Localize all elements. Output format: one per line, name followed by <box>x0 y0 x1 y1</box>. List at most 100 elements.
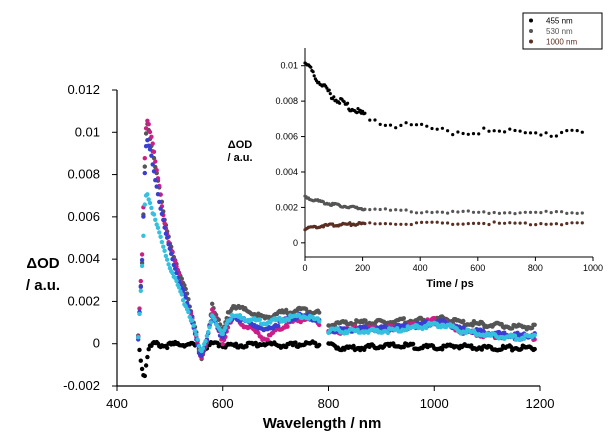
inset-data-point <box>471 221 476 225</box>
inset-data-point <box>446 211 450 215</box>
inset-data-point <box>368 208 372 212</box>
main-data-point <box>147 129 153 135</box>
main-data-point <box>257 317 262 322</box>
main-data-point <box>165 235 170 240</box>
main-data-point <box>317 319 322 324</box>
inset-data-point <box>565 211 569 215</box>
main-data-point <box>210 301 215 306</box>
main-data-point <box>167 246 173 251</box>
inset-data-point <box>394 208 398 212</box>
inset-data-point <box>440 210 444 214</box>
main-data-point <box>145 118 150 124</box>
inset-y-tick-label: 0 <box>293 238 298 248</box>
main-y-tick-label: 0.008 <box>67 167 100 182</box>
main-data-point <box>200 346 206 351</box>
inset-data-point <box>346 101 350 105</box>
main-y-tick-label: -0.002 <box>63 378 100 393</box>
main-data-point <box>317 310 322 315</box>
inset-data-point <box>328 92 332 96</box>
inset-data-point <box>414 221 419 225</box>
main-data-points <box>136 118 537 379</box>
main-data-point <box>146 197 151 202</box>
inset-data-point <box>477 210 481 214</box>
inset-data-point <box>503 130 507 134</box>
inset-data-point <box>312 74 316 78</box>
main-data-point <box>163 231 169 236</box>
main-data-point <box>432 316 437 321</box>
main-data-point <box>204 333 210 339</box>
inset-data-point <box>534 131 538 135</box>
main-data-point <box>143 363 149 368</box>
inset-data-point <box>508 127 512 131</box>
inset-data-point <box>309 65 313 69</box>
inset-data-point <box>544 209 548 213</box>
main-y-tick-label: 0.012 <box>67 82 100 97</box>
inset-data-point <box>482 210 486 214</box>
inset-data-point <box>482 126 486 130</box>
main-data-point <box>285 324 290 329</box>
main-data-point <box>410 341 416 347</box>
main-x-tick-label: 600 <box>212 396 234 411</box>
legend-marker-1000 <box>529 39 533 44</box>
main-data-point <box>223 325 228 330</box>
inset-data-point <box>471 132 476 136</box>
inset-data-point <box>394 126 398 130</box>
main-data-point <box>206 329 211 335</box>
legend-label-455: 455 nm <box>546 17 573 26</box>
inset-data-point <box>539 222 543 226</box>
main-data-point <box>143 131 149 136</box>
inset-data-point <box>388 222 393 226</box>
main-data-point <box>149 134 154 139</box>
main-data-point <box>199 353 204 358</box>
inset-x-axis-label: Time / ps <box>426 278 473 290</box>
inset-data-point <box>554 134 559 138</box>
main-data-point <box>139 366 145 372</box>
inset-data-point <box>363 222 367 226</box>
main-data-point <box>190 318 195 323</box>
main-data-point <box>146 122 151 127</box>
inset-data-point <box>399 123 403 127</box>
inset-data-points <box>303 61 584 232</box>
inset-data-point <box>544 222 548 226</box>
inset-data-point <box>565 129 569 133</box>
main-data-point <box>153 159 158 164</box>
main-data-point <box>401 344 406 350</box>
main-data-point <box>151 149 157 154</box>
main-data-point <box>532 322 537 327</box>
inset-data-point <box>560 210 564 214</box>
main-data-point <box>220 335 225 340</box>
inset-y-tick-label: 0.008 <box>275 96 298 106</box>
main-data-point <box>317 342 322 348</box>
main-data-point <box>141 233 146 238</box>
inset-data-point <box>575 129 579 133</box>
main-data-point <box>521 336 527 341</box>
inset-data-point <box>378 207 382 212</box>
inset-data-point <box>518 221 522 225</box>
main-data-point <box>157 230 162 235</box>
inset-data-point <box>363 111 367 115</box>
main-data-point <box>149 153 154 158</box>
main-data-point <box>147 200 153 206</box>
main-data-point <box>150 141 155 146</box>
main-data-point <box>253 340 258 346</box>
inset-data-point <box>451 222 455 226</box>
inset-data-point <box>477 221 481 225</box>
inset-x-tick-label: 600 <box>470 263 485 273</box>
inset-data-point <box>549 211 553 215</box>
inset-data-point <box>503 221 507 225</box>
inset-data-point <box>342 100 346 104</box>
main-data-point <box>276 323 281 329</box>
inset-data-point <box>461 131 465 136</box>
main-data-point <box>212 317 217 322</box>
main-data-point <box>180 298 186 303</box>
inset-data-point <box>435 220 439 224</box>
inset-data-point <box>435 127 439 131</box>
inset-data-point <box>373 207 377 211</box>
main-y-tick-label: 0.002 <box>67 293 100 308</box>
main-data-point <box>169 251 174 256</box>
main-data-point <box>176 285 182 290</box>
inset-data-point <box>425 220 429 224</box>
inset-y-axis-label-line1: ΔOD <box>228 139 252 151</box>
main-data-point <box>142 156 147 161</box>
main-data-point <box>137 347 142 353</box>
